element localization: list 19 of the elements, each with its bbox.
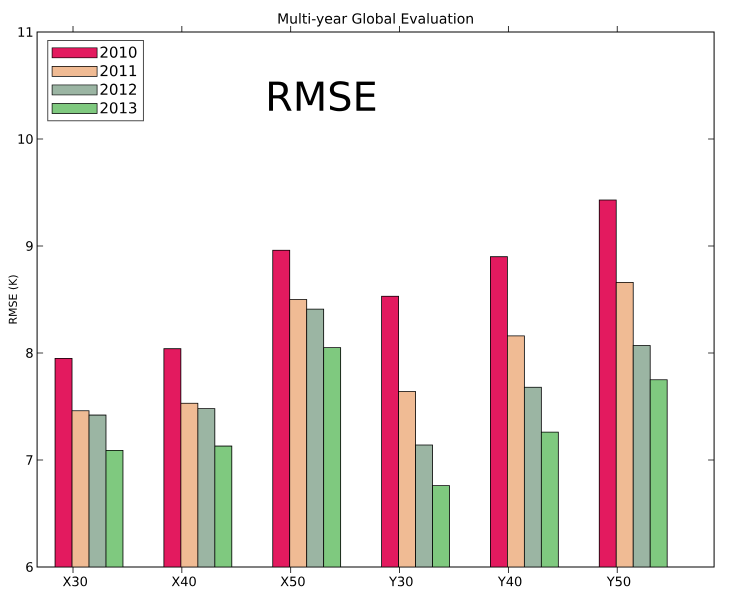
x-tick-label: X40	[172, 576, 196, 586]
legend-label: 2010	[100, 46, 136, 58]
y-tick-label: 7	[26, 455, 32, 465]
y-tick-label: 10	[18, 134, 33, 144]
chart-title: Multi-year Global Evaluation	[278, 12, 473, 26]
x-tick-label: Y40	[498, 576, 522, 586]
x-tick-label: X50	[280, 576, 305, 586]
x-tick-label: Y50	[606, 576, 630, 586]
legend-label: 2013	[100, 102, 136, 114]
x-tick-label: X30	[62, 576, 88, 586]
x-tick-label: Y30	[389, 576, 413, 586]
legend-label: 2011	[100, 65, 136, 76]
y-tick-label: 8	[26, 348, 33, 358]
annotation: RMSE	[269, 81, 376, 112]
legend-label: 2012	[100, 84, 136, 95]
y-tick-label: 6	[26, 562, 33, 572]
y-tick-label: 11	[18, 27, 32, 37]
y-axis-title: RMSE (K)	[8, 275, 18, 324]
y-tick-label: 9	[26, 241, 33, 251]
